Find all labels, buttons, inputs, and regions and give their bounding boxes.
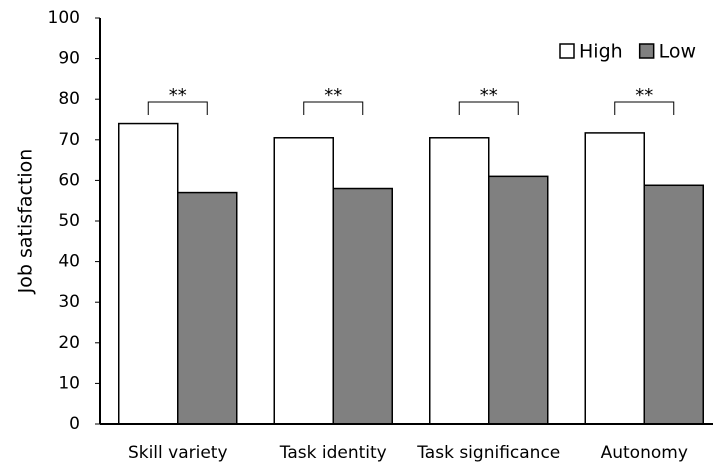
x-tick-label: Autonomy — [601, 443, 688, 463]
y-tick-label: 0 — [69, 414, 80, 434]
x-tick-label: Skill variety — [128, 443, 228, 463]
significance-bracket — [147, 101, 208, 115]
y-tick-label: 30 — [58, 292, 80, 312]
bar — [643, 184, 704, 425]
annotation: ** — [169, 85, 187, 106]
y-tick-label: 10 — [58, 373, 80, 393]
significance-bracket — [458, 101, 519, 115]
annotation: ** — [480, 85, 498, 106]
legend-swatch — [638, 43, 655, 59]
annotation: ** — [324, 85, 342, 106]
bar — [488, 175, 549, 425]
legend-label: High — [579, 41, 623, 63]
annotation: ** — [635, 85, 653, 106]
bar — [332, 187, 393, 425]
legend-swatch — [559, 43, 575, 59]
bar — [177, 191, 238, 425]
significance-bracket — [303, 101, 364, 115]
bar — [584, 132, 645, 425]
y-tick-label: 90 — [58, 49, 80, 69]
y-tick-label: 40 — [58, 252, 80, 272]
legend-label: Low — [659, 41, 696, 63]
y-tick-label: 20 — [58, 333, 80, 353]
significance-bracket — [614, 101, 675, 115]
y-tick-label: 60 — [58, 170, 80, 190]
x-tick-label: Task identity — [279, 443, 387, 463]
y-tick-label: 70 — [58, 130, 80, 150]
y-tick-label: 50 — [58, 211, 80, 231]
y-axis-label: Job satisfaction — [15, 149, 37, 295]
bar — [429, 137, 490, 425]
y-tick-label: 100 — [48, 8, 80, 28]
x-tick-label: Task significance — [416, 443, 560, 463]
bar — [273, 137, 334, 425]
y-tick-label: 80 — [58, 89, 80, 109]
bar — [118, 122, 179, 425]
